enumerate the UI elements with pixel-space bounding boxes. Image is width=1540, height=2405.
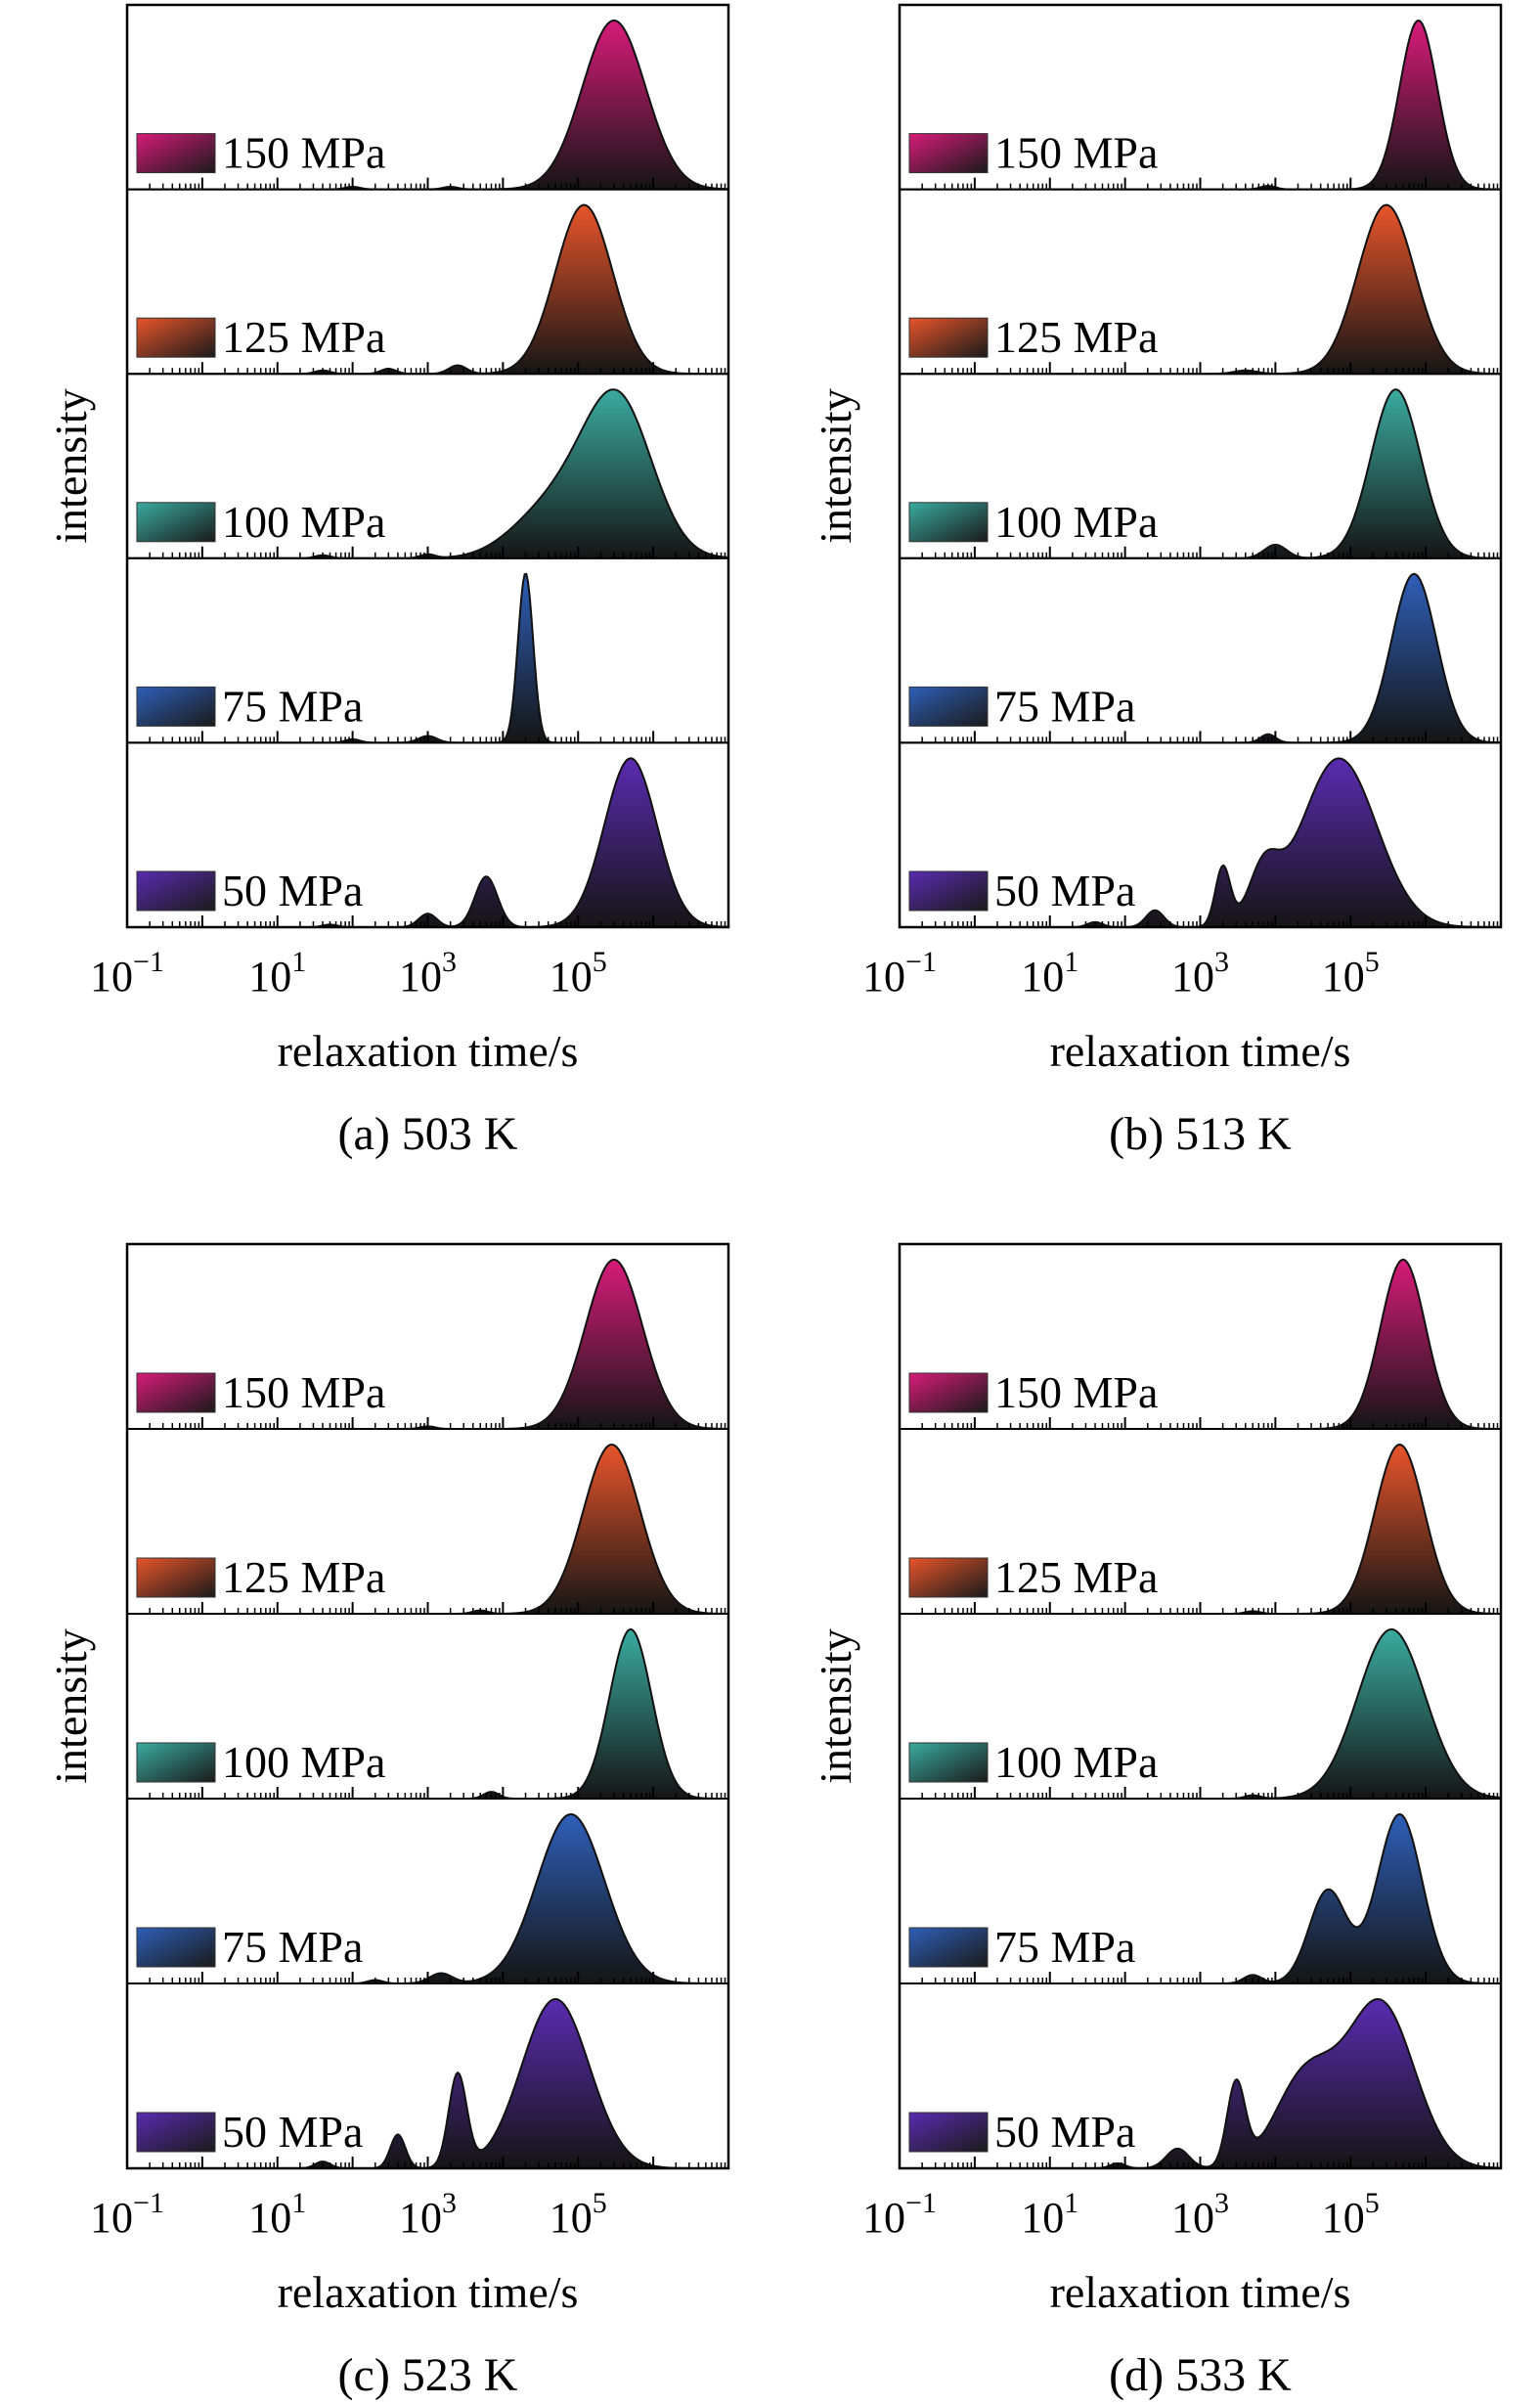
panel-frame (898, 1242, 1503, 2170)
distribution-curve-100-mpa (127, 388, 729, 559)
legend-label: 150 MPa (222, 128, 385, 178)
x-tick-label: 105 (1322, 946, 1380, 1001)
distribution-curve-100-mpa (127, 1627, 729, 1800)
legend-label: 100 MPa (994, 1737, 1158, 1787)
legend-swatch (136, 686, 216, 727)
distribution-curve-50-mpa (127, 757, 729, 928)
legend-swatch (136, 502, 216, 543)
panel-frame (125, 1242, 730, 2170)
distribution-curve-150-mpa (900, 1258, 1502, 1430)
legend-label: 50 MPa (222, 866, 363, 915)
panel-1: 150 MPa 125 MPa 100 MPa 75 MPa 50 MPa 10−1 101… (46, 3, 730, 1160)
legend-swatch (908, 317, 989, 358)
legend-label: 150 MPa (994, 128, 1158, 178)
panel-frame (125, 3, 730, 929)
legend-swatch (136, 1557, 216, 1598)
legend-swatch (908, 2112, 989, 2153)
distribution-curve-125-mpa (127, 1443, 729, 1615)
legend-swatch (908, 1742, 989, 1783)
legend-label: 50 MPa (994, 866, 1135, 915)
legend-swatch (136, 870, 216, 912)
legend-swatch (136, 1742, 216, 1783)
legend-label: 50 MPa (994, 2107, 1135, 2157)
x-tick-label: 10−1 (90, 946, 164, 1001)
distribution-curve-150-mpa (900, 19, 1502, 191)
distribution-curve-75-mpa (127, 572, 728, 744)
legend-swatch (136, 2112, 216, 2153)
x-tick-label: 101 (1021, 946, 1078, 1001)
x-tick-label: 101 (248, 2187, 306, 2242)
y-axis-label: intensity (46, 1628, 96, 1783)
legend-label: 125 MPa (222, 312, 385, 362)
legend-swatch (136, 1927, 216, 1968)
distribution-curve-125-mpa (127, 203, 728, 376)
legend-label: 50 MPa (222, 2107, 363, 2157)
legend-label: 75 MPa (222, 1922, 363, 1972)
legend-swatch (136, 1372, 216, 1413)
panel-caption: (c) 523 K (338, 2349, 518, 2401)
legend-label: 125 MPa (994, 312, 1158, 362)
distribution-curve-75-mpa (900, 1812, 1502, 1984)
x-tick-label: 101 (1021, 2187, 1078, 2242)
legend-swatch (136, 133, 216, 174)
legend-label: 75 MPa (994, 1922, 1135, 1972)
legend-label: 75 MPa (994, 681, 1135, 731)
x-tick-label: 103 (1171, 2187, 1229, 2242)
distribution-curve-50-mpa (127, 1997, 728, 2169)
x-tick-label: 10−1 (862, 946, 937, 1001)
legend-swatch (908, 502, 989, 543)
distribution-curve-125-mpa (900, 203, 1502, 376)
x-tick-label: 105 (550, 946, 607, 1001)
x-tick-label: 103 (399, 2187, 457, 2242)
legend-label: 150 MPa (994, 1367, 1158, 1417)
x-tick-label: 105 (550, 2187, 607, 2242)
x-tick-label: 103 (399, 946, 457, 1001)
distribution-curve-100-mpa (900, 388, 1502, 559)
legend-label: 125 MPa (222, 1552, 385, 1602)
y-axis-label: intensity (46, 388, 96, 543)
x-tick-label: 101 (248, 946, 306, 1001)
distribution-curve-50-mpa (900, 1997, 1502, 2169)
panel-frame (898, 3, 1503, 929)
legend-swatch (908, 1927, 989, 1968)
distribution-curve-75-mpa (900, 572, 1502, 744)
distribution-curve-75-mpa (127, 1812, 728, 1984)
x-axis-label: relaxation time/s (278, 1026, 579, 1076)
x-axis-label: relaxation time/s (278, 2267, 579, 2317)
distribution-curve-50-mpa (900, 757, 1502, 928)
y-axis-label: intensity (811, 388, 860, 543)
legend-swatch (908, 870, 989, 912)
legend-label: 75 MPa (222, 681, 363, 731)
x-tick-label: 103 (1171, 946, 1229, 1001)
legend-swatch (136, 317, 216, 358)
panel-2: 150 MPa 125 MPa 100 MPa 75 MPa 50 MPa 10−1 101… (811, 3, 1503, 1160)
distribution-curve-150-mpa (127, 19, 729, 191)
x-axis-label: relaxation time/s (1050, 2267, 1351, 2317)
legend-swatch (908, 133, 989, 174)
distribution-curve-100-mpa (900, 1627, 1502, 1800)
x-axis-label: relaxation time/s (1050, 1026, 1351, 1076)
legend-swatch (908, 1557, 989, 1598)
x-tick-label: 10−1 (90, 2187, 164, 2242)
legend-label: 150 MPa (222, 1367, 385, 1417)
x-tick-label: 105 (1322, 2187, 1380, 2242)
distribution-curve-125-mpa (900, 1443, 1502, 1615)
legend-swatch (908, 1372, 989, 1413)
distribution-curve-150-mpa (127, 1258, 729, 1430)
panel-3: 150 MPa 125 MPa 100 MPa 75 MPa 50 MPa 10−1 101… (46, 1242, 730, 2401)
x-tick-label: 10−1 (862, 2187, 937, 2242)
panel-caption: (a) 503 K (338, 1108, 518, 1160)
panel-caption: (d) 533 K (1109, 2349, 1292, 2401)
y-axis-label: intensity (811, 1628, 860, 1783)
legend-label: 125 MPa (994, 1552, 1158, 1602)
legend-label: 100 MPa (994, 497, 1158, 547)
legend-swatch (908, 686, 989, 727)
panel-caption: (b) 513 K (1109, 1108, 1292, 1160)
panel-4: 150 MPa 125 MPa 100 MPa 75 MPa 50 MPa 10−1 101… (811, 1242, 1503, 2401)
legend-label: 100 MPa (222, 1737, 385, 1787)
legend-label: 100 MPa (222, 497, 385, 547)
